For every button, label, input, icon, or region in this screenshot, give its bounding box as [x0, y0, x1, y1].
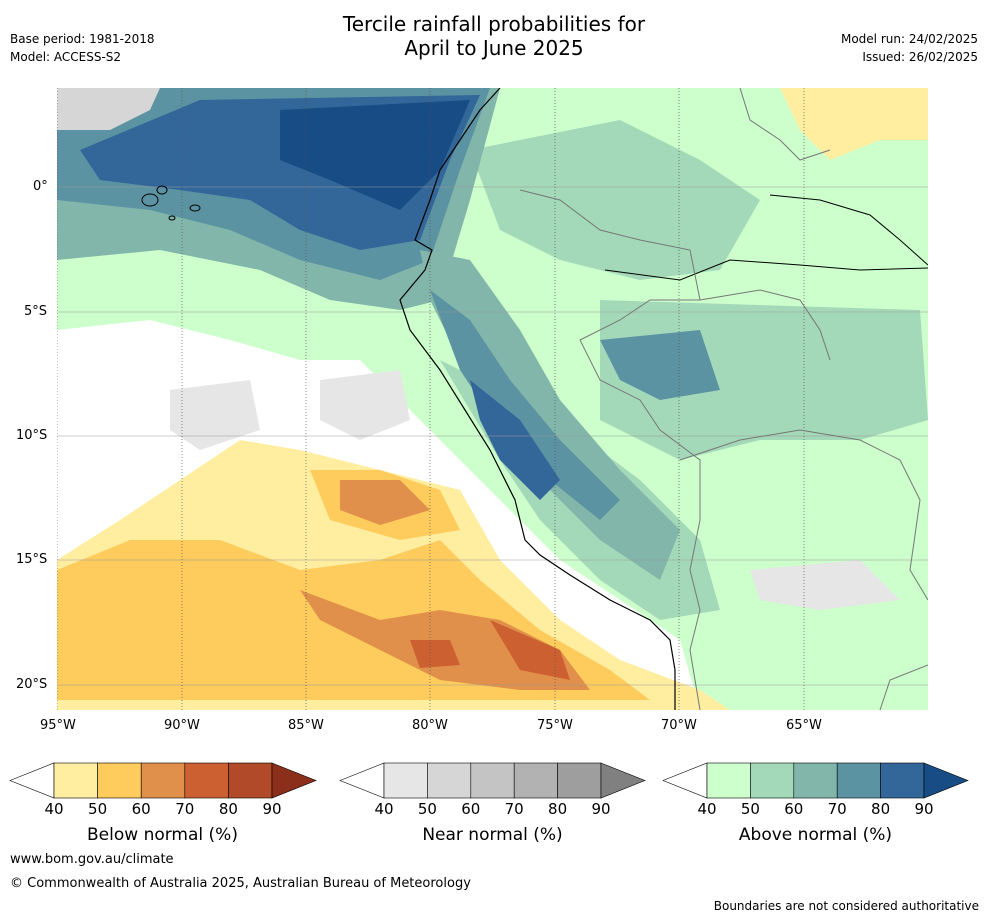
map-field: [57, 88, 928, 710]
colorbar-tick-label: 50: [417, 800, 437, 818]
colorbar-swatch: [793, 762, 838, 799]
issued-date: Issued: 26/02/2025: [862, 50, 978, 64]
near-normal-patch-3: [750, 560, 900, 610]
base-period: Base period: 1981-2018: [10, 32, 155, 46]
colorbar-swatch: [750, 762, 795, 799]
colorbar-tick-label: 90: [914, 800, 934, 818]
colorbar-swatch: [427, 762, 472, 799]
below-normal-60-offshore: [340, 480, 430, 525]
colorbar-swatch: [706, 762, 751, 799]
lat-label-5s: 5°S: [24, 304, 48, 319]
colorbar-tick-label: 40: [697, 800, 717, 818]
national-border-east: [699, 289, 831, 361]
colorbar-tick-label: 60: [131, 800, 151, 818]
below-normal-70-a: [410, 640, 460, 668]
colorbar-tick-label: 90: [591, 800, 611, 818]
lon-label-75w: 75°W: [537, 718, 573, 733]
colorbar-tick-label: 70: [175, 800, 195, 818]
colorbar-swatch: [140, 762, 186, 799]
colorbar-tick-label: 60: [461, 800, 481, 818]
model-run: Model run: 24/02/2025: [840, 32, 978, 46]
colorbar-swatch: [97, 762, 142, 799]
national-borders: [519, 189, 701, 710]
colorbar-swatch: [513, 762, 558, 799]
above-normal-80-coast: [470, 380, 560, 500]
below-normal-70-b: [490, 620, 570, 680]
model-name: Model: ACCESS-S2: [10, 50, 122, 64]
lon-label-90w: 90°W: [164, 718, 200, 733]
colorbar-tick-label: 60: [784, 800, 804, 818]
river-amazon: [604, 259, 928, 281]
colorbar-tick-label: 50: [740, 800, 760, 818]
colorbar-above-normal: [662, 762, 969, 799]
colorbar-extend-high: [271, 762, 317, 799]
near-normal-patch-nw: [57, 88, 160, 130]
galapagos-islands: [141, 185, 201, 221]
lat-label-0: 0°: [33, 179, 48, 194]
coastline: [399, 88, 676, 710]
lat-label-10s: 10°S: [16, 428, 48, 443]
colorbar-tick-label: 80: [548, 800, 568, 818]
meta-left: Base period: 1981-2018 Model: ACCESS-S2: [10, 30, 155, 66]
colorbar-tick-label: 70: [827, 800, 847, 818]
colorbar-extend-low: [662, 762, 708, 799]
colorbar-swatch: [184, 762, 229, 799]
colorbar-swatch: [53, 762, 98, 799]
colorbar-swatch: [880, 762, 925, 799]
website-link[interactable]: www.bom.gov.au/climate: [10, 852, 174, 867]
lon-label-85w: 85°W: [288, 718, 324, 733]
below-normal-ne: [780, 88, 928, 160]
colorbar-extend-low: [339, 762, 385, 799]
lon-label-65w: 65°W: [786, 718, 822, 733]
colorbar-title-near: Near normal (%): [422, 825, 563, 845]
colorbar-tick-label: 50: [88, 800, 108, 818]
national-border-se: [879, 664, 928, 710]
colorbar-title-above: Above normal (%): [738, 825, 893, 845]
lon-label-80w: 80°W: [412, 718, 448, 733]
colorbar-tick-label: 80: [871, 800, 891, 818]
above-normal-70-coast: [430, 290, 620, 520]
national-border-north: [739, 88, 831, 161]
above-normal-90-ocean: [280, 100, 470, 210]
colorbar-swatch: [228, 762, 273, 799]
near-normal-patch-1: [320, 370, 410, 440]
graticule: [57, 186, 928, 686]
lon-label-70w: 70°W: [661, 718, 697, 733]
colorbar-extend-high: [923, 762, 969, 799]
colorbar-tick-label: 90: [262, 800, 282, 818]
lat-label-15s: 15°S: [16, 552, 48, 567]
near-normal-patch-2: [170, 380, 260, 450]
colorbar-tick-label: 80: [218, 800, 238, 818]
map-title: Tercile rainfall probabilities for April…: [0, 12, 988, 60]
colorbar-extend-low: [9, 762, 55, 799]
above-normal-50-north: [470, 120, 760, 280]
meta-right: Model run: 24/02/2025 Issued: 26/02/2025: [841, 30, 978, 66]
colorbar-title-below: Below normal (%): [87, 825, 238, 845]
colorbar-tick-label: 70: [504, 800, 524, 818]
coastline-amazon: [769, 194, 928, 266]
lon-label-95w: 95°W: [40, 718, 76, 733]
colorbar-tick-label: 40: [44, 800, 64, 818]
colorbar-below-normal: [9, 762, 317, 799]
colorbar-swatch: [383, 762, 428, 799]
title-line-2: April to June 2025: [404, 36, 584, 60]
above-normal-70-inland: [600, 330, 720, 400]
lat-label-20s: 20°S: [16, 677, 48, 692]
title-line-1: Tercile rainfall probabilities for: [342, 12, 646, 36]
colorbar-swatch: [470, 762, 515, 799]
colorbars-svg: [9, 762, 969, 799]
colorbar-near-normal: [339, 762, 646, 799]
boundaries-disclaimer: Boundaries are not considered authoritat…: [713, 899, 979, 913]
copyright-text: © Commonwealth of Australia 2025, Austra…: [10, 876, 471, 891]
colorbar-tick-label: 40: [374, 800, 394, 818]
colorbar-extend-high: [600, 762, 646, 799]
colorbar-swatch: [557, 762, 602, 799]
colorbar-swatch: [836, 762, 881, 799]
national-border-bolivia: [679, 429, 928, 601]
